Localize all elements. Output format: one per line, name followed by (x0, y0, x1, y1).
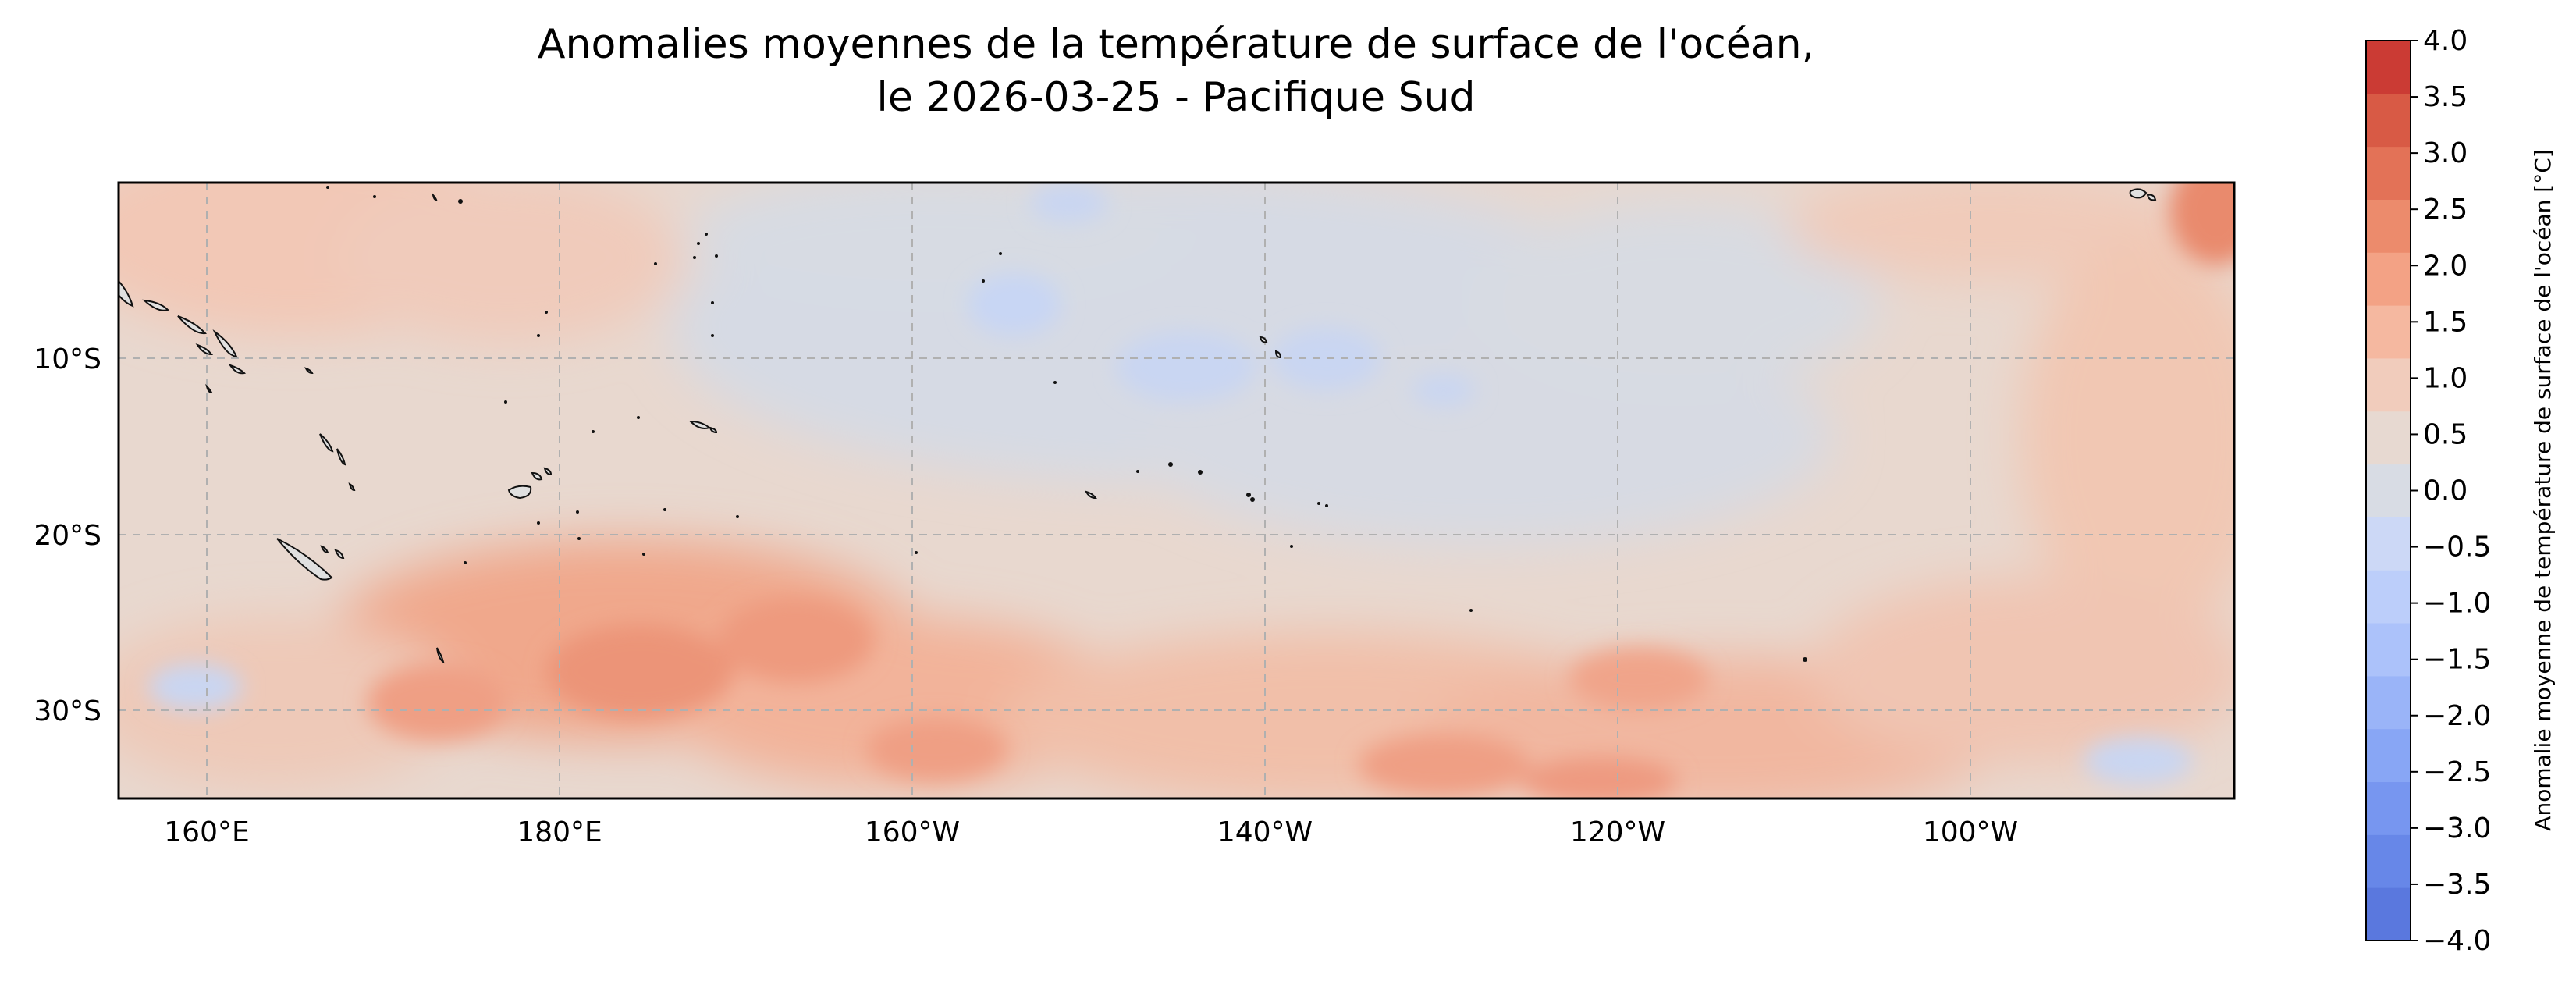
colorbar-tick-label: 1.0 (2423, 362, 2468, 394)
colorbar-tick-label: 0.5 (2423, 418, 2468, 450)
colorbar-segment (2366, 464, 2411, 517)
lat-tick-label: 10°S (34, 343, 101, 375)
longitude-ticks: 160°E 180°E 160°W 140°W 120°W 100°W (164, 816, 2018, 848)
latitude-ticks: 10°S 20°S 30°S (34, 343, 101, 727)
map-gridlines (119, 183, 2234, 798)
colorbar-segments (2366, 41, 2411, 941)
colorbar-tick-label: 4.0 (2423, 25, 2468, 57)
map-title-line1: Anomalies moyennes de la température de … (538, 21, 1814, 68)
lat-tick-label: 20°S (34, 520, 101, 552)
colorbar-tick-label: 0.0 (2423, 475, 2468, 507)
coastlines (119, 188, 2157, 664)
colorbar-segment (2366, 834, 2411, 888)
small-islands (326, 186, 1807, 662)
colorbar-segment (2366, 781, 2411, 835)
colorbar-tick-label: −2.5 (2423, 756, 2491, 788)
colorbar-tick-label: 3.5 (2423, 81, 2468, 113)
colorbar-tick-label: −2.0 (2423, 700, 2491, 732)
colorbar-segment (2366, 199, 2411, 253)
colorbar-segment (2366, 570, 2411, 624)
colorbar-segment (2366, 357, 2411, 412)
lon-tick-label: 120°W (1570, 816, 1665, 848)
colorbar-label: Anomalie moyenne de température de surfa… (2530, 149, 2556, 830)
lat-tick-label: 30°S (34, 695, 101, 727)
colorbar-tick-label: 2.5 (2423, 194, 2468, 226)
map-title-line2: le 2026-03-25 - Pacifique Sud (876, 74, 1475, 121)
colorbar-segment (2366, 675, 2411, 730)
colorbar-segment (2366, 623, 2411, 677)
sst-anomaly-field (119, 183, 2234, 798)
lon-tick-label: 180°E (517, 816, 602, 848)
colorbar-tick-label: −1.0 (2423, 588, 2491, 620)
lon-tick-label: 100°W (1923, 816, 2018, 848)
colorbar-tick-label: 1.5 (2423, 306, 2468, 338)
map-frame (117, 181, 2236, 800)
colorbar-tick-label: −1.5 (2423, 644, 2491, 676)
colorbar-tick-label: −3.5 (2423, 869, 2491, 901)
colorbar-segment (2366, 887, 2411, 941)
colorbar-tick-label: −3.0 (2423, 813, 2491, 845)
colorbar-segment (2366, 41, 2411, 94)
colorbar-tick-label: 3.0 (2423, 137, 2468, 169)
colorbar-segment (2366, 728, 2411, 783)
colorbar-tick-label: −0.5 (2423, 532, 2491, 564)
colorbar-ticks: −4.0 −3.5 −3.0 −2.5 −2.0 −1.5 −1.0 −0.5 0.0 0.5 1.… (2411, 25, 2491, 957)
colorbar: −4.0 −3.5 −3.0 −2.5 −2.0 −1.5 −1.0 −0.5 0.0 0.5 1.… (2365, 25, 2556, 957)
colorbar-segment (2366, 517, 2411, 571)
colorbar-segment (2366, 146, 2411, 200)
colorbar-segment (2366, 305, 2411, 359)
colorbar-tick-label: −4.0 (2423, 925, 2491, 957)
colorbar-segment (2366, 252, 2411, 306)
lon-tick-label: 140°W (1217, 816, 1313, 848)
colorbar-tick-label: 2.0 (2423, 250, 2468, 282)
colorbar-segment (2366, 93, 2411, 148)
lon-tick-label: 160°E (164, 816, 249, 848)
lon-tick-label: 160°W (865, 816, 960, 848)
colorbar-segment (2366, 411, 2411, 465)
